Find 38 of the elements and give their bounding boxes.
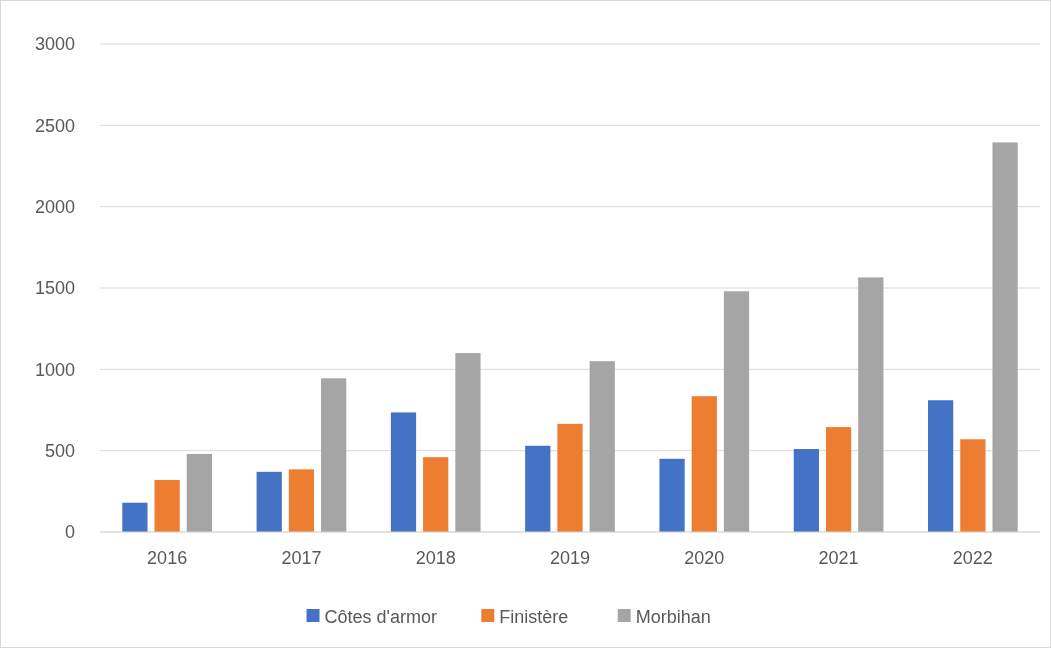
bar — [858, 277, 884, 532]
bar — [589, 361, 615, 532]
legend-label: Finistère — [499, 607, 569, 628]
bar — [455, 353, 481, 532]
bar — [321, 378, 347, 532]
y-tick-label: 3000 — [34, 34, 75, 55]
bar — [659, 458, 685, 532]
bar — [723, 291, 750, 532]
bar — [960, 439, 986, 532]
bar — [793, 449, 819, 532]
y-tick-label: 1000 — [34, 359, 75, 380]
bar — [557, 423, 583, 532]
bar — [992, 142, 1018, 532]
y-tick-label: 2500 — [34, 115, 75, 136]
bar — [256, 471, 282, 532]
bar — [154, 479, 180, 532]
x-tick-label: 2017 — [281, 548, 322, 568]
bar — [928, 400, 954, 532]
bar — [122, 502, 148, 532]
bar — [825, 427, 852, 532]
x-tick-label: 2016 — [147, 548, 188, 568]
legend-label: Côtes d'armor — [324, 607, 437, 628]
legend-label: Morbihan — [635, 607, 711, 628]
x-tick-label: 2020 — [684, 548, 725, 568]
bar — [691, 396, 717, 532]
y-tick-label: 2000 — [34, 196, 75, 217]
bar — [525, 445, 551, 532]
x-tick-label: 2018 — [415, 548, 456, 568]
bar — [390, 412, 417, 532]
x-tick-label: 2021 — [818, 548, 859, 568]
bar — [288, 469, 315, 532]
bar — [423, 457, 449, 532]
x-tick-label: 2022 — [952, 548, 993, 568]
y-tick-label: 0 — [64, 522, 75, 543]
x-tick-label: 2019 — [549, 548, 591, 568]
y-tick-label: 500 — [44, 440, 75, 461]
y-tick-label: 1500 — [34, 278, 75, 299]
bar — [186, 453, 212, 532]
